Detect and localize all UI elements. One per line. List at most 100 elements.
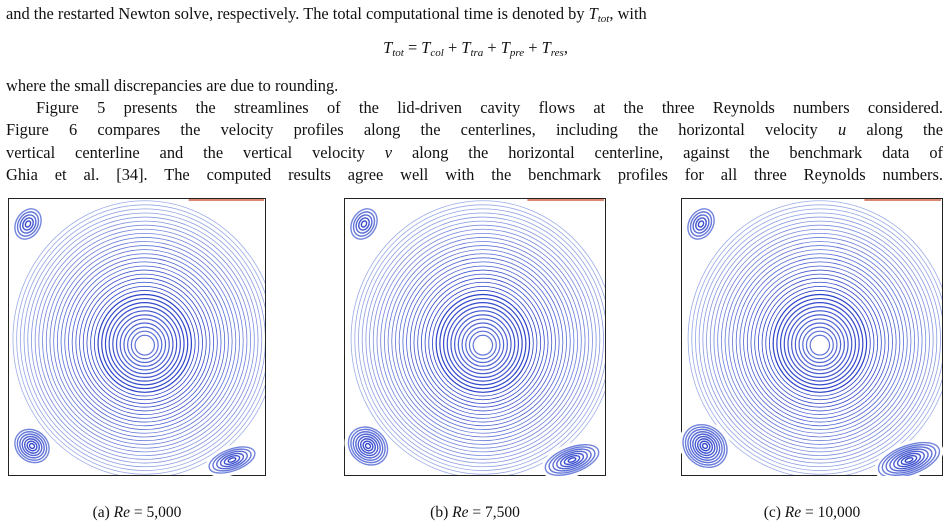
streamline <box>791 314 849 375</box>
vortex-streamline <box>28 442 36 450</box>
vortex-streamline <box>885 446 933 474</box>
streamline <box>765 285 875 401</box>
vortex-streamline <box>26 440 38 452</box>
math: Re <box>452 504 469 521</box>
vortex-streamline <box>208 446 256 474</box>
streamline <box>450 310 516 379</box>
streamline <box>365 216 601 464</box>
vortex-streamline <box>689 431 721 461</box>
caption-label: (c) <box>763 504 781 521</box>
vortex-fill <box>344 423 392 469</box>
streamline <box>746 265 893 419</box>
streamline <box>372 224 593 456</box>
math-sub: res <box>550 47 564 59</box>
streamline <box>45 237 244 445</box>
streamline-plot <box>8 198 266 476</box>
vortex-streamline <box>904 457 914 463</box>
vortex-streamline <box>355 214 373 234</box>
vortex-streamline <box>359 438 377 454</box>
streamline <box>406 261 560 423</box>
streamline <box>71 265 218 419</box>
streamline <box>798 322 842 367</box>
streamline <box>713 228 927 453</box>
equation: Ttot = Tcol + Ttra + Tpre + Tres, <box>0 38 951 59</box>
streamline <box>376 228 590 453</box>
streamline <box>97 293 193 393</box>
streamline <box>115 314 174 375</box>
vortex-streamline <box>699 440 711 452</box>
vortex-streamline <box>212 448 252 472</box>
math-sub: tot <box>597 13 610 25</box>
math: T <box>500 38 510 57</box>
text: Figure 5 presents the streamlines of the… <box>36 98 943 117</box>
operator: , <box>563 38 568 57</box>
vortex-streamline <box>22 217 34 231</box>
streamline <box>64 257 226 427</box>
streamline <box>468 330 497 360</box>
math-sub: tot <box>392 47 404 59</box>
vortex-streamline <box>360 220 368 228</box>
streamline <box>86 281 203 404</box>
streamline <box>720 237 919 445</box>
operator: + <box>487 38 497 57</box>
streamline <box>354 204 606 475</box>
vortex-streamline <box>687 428 723 464</box>
vortex-streamline <box>21 435 43 457</box>
streamline <box>461 322 505 367</box>
streamline <box>358 208 606 471</box>
math: v <box>384 143 393 162</box>
streamline <box>19 208 266 471</box>
vortex-streamline <box>701 442 709 450</box>
caption: (a) Re = 5,000 <box>0 503 287 523</box>
streamline <box>809 334 831 356</box>
streamline <box>90 285 200 401</box>
vortex-streamline <box>559 452 585 468</box>
vortex-streamline <box>544 444 600 476</box>
streamline <box>79 273 211 412</box>
streamline <box>130 330 159 360</box>
streamline <box>104 302 185 386</box>
text: along the horizontal centerline, against… <box>411 143 943 162</box>
vortex-streamline <box>355 433 381 459</box>
math-sub: col <box>430 47 444 59</box>
streamline <box>439 297 527 390</box>
vortex-streamline <box>19 433 45 459</box>
streamline <box>698 212 941 468</box>
operator: = <box>407 38 418 57</box>
streamline <box>93 290 196 397</box>
streamline <box>127 326 163 364</box>
text: where the small discrepancies are due to… <box>6 76 339 95</box>
vortex-streamline <box>362 440 374 452</box>
vortex-streamline <box>19 214 37 234</box>
plot-frame <box>344 198 606 476</box>
vortex-streamline <box>352 211 376 237</box>
streamline <box>395 249 571 434</box>
streamline <box>361 212 604 468</box>
vortex-streamline <box>694 435 716 457</box>
caption-value: 7,500 <box>484 504 520 521</box>
streamline <box>60 253 229 430</box>
streamline <box>783 306 857 382</box>
streamline <box>717 232 923 449</box>
vortex-streamline <box>219 452 245 468</box>
vortex-streamline <box>881 444 937 476</box>
caption-label: (b) <box>430 504 449 521</box>
text: Figure 6 compares the velocity profiles … <box>6 120 818 139</box>
streamline <box>695 208 943 471</box>
vortex-streamline <box>896 452 922 468</box>
streamline <box>42 232 248 449</box>
streamline <box>776 297 864 390</box>
streamline-plot <box>681 198 943 476</box>
streamline <box>424 281 542 404</box>
plot-frame <box>8 198 266 476</box>
vortex-streamline <box>893 450 925 470</box>
vortex-streamline <box>352 431 384 461</box>
streamline <box>805 330 834 360</box>
streamline <box>420 277 545 408</box>
streamline <box>728 245 912 438</box>
streamline <box>27 216 263 464</box>
streamline <box>428 285 538 401</box>
streamline <box>761 281 879 404</box>
streamline <box>724 241 916 442</box>
streamline <box>75 269 215 416</box>
